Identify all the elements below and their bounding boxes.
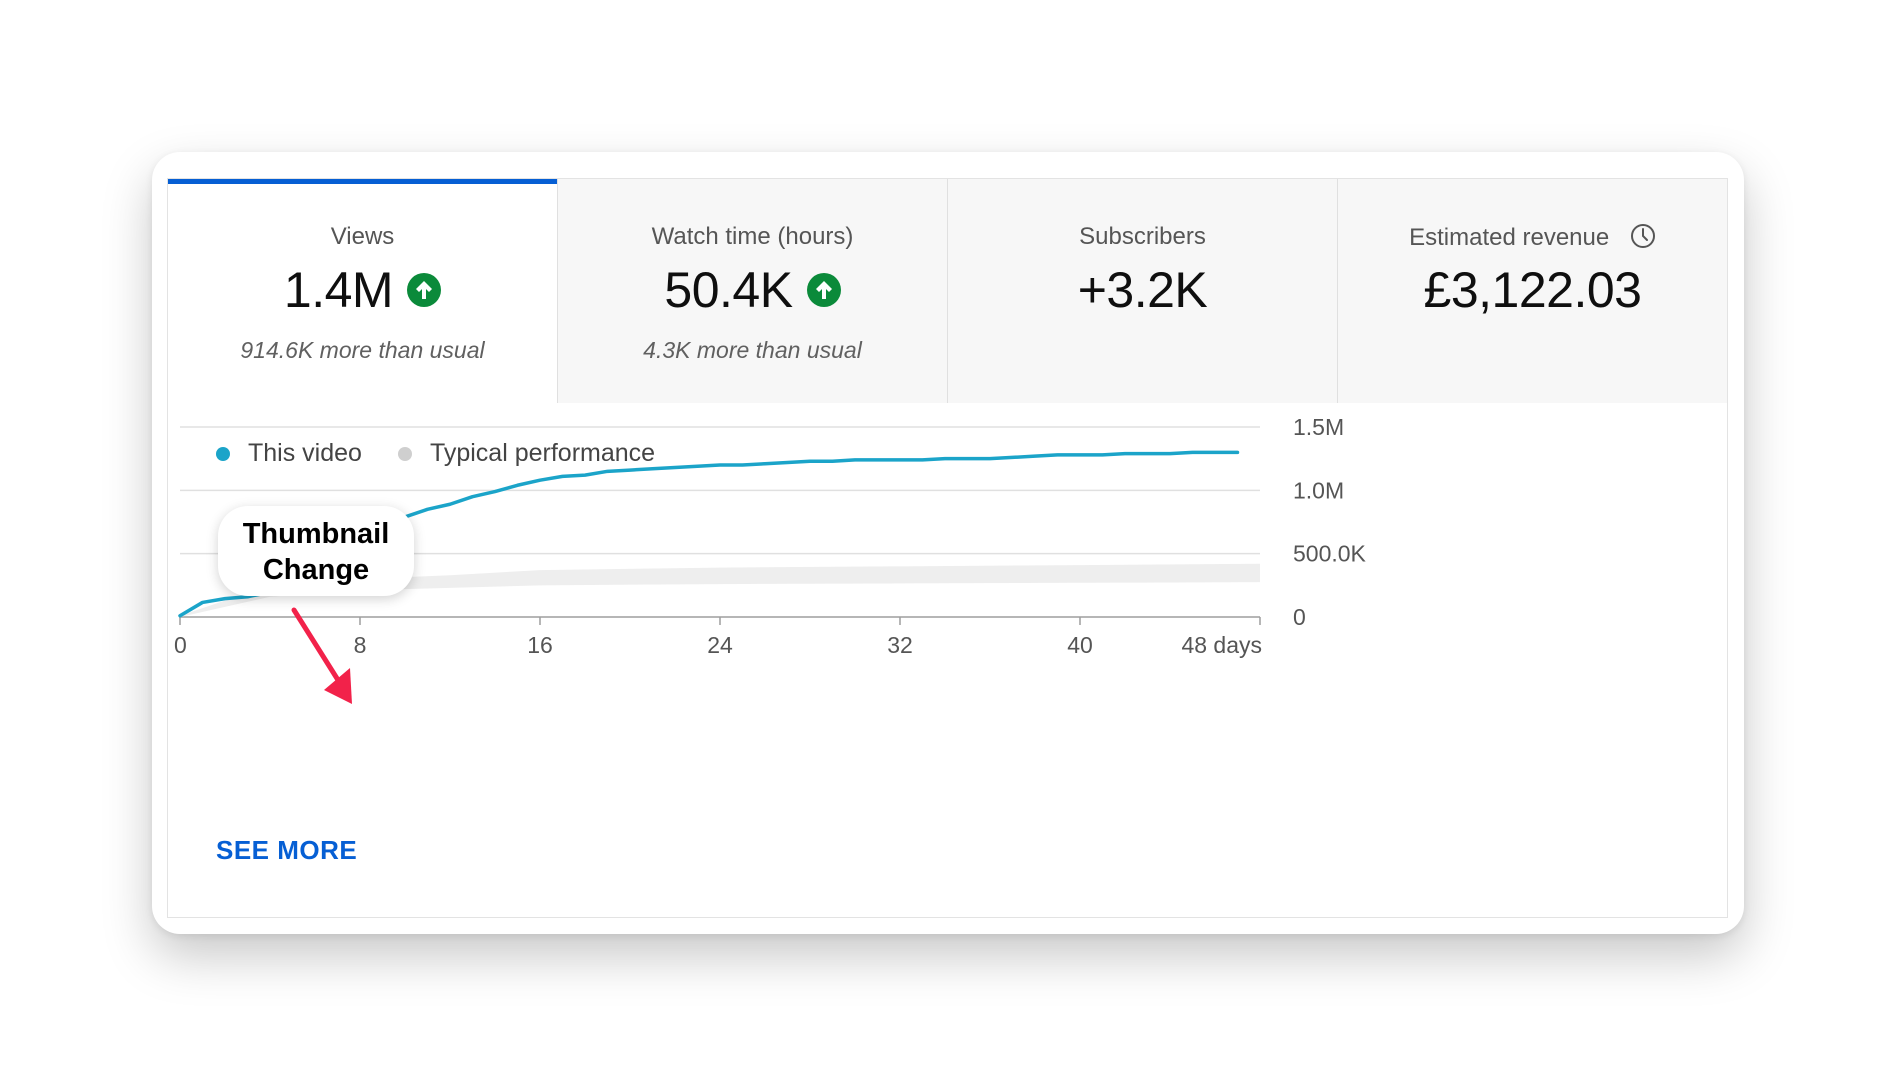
tab-watch-time-label: Watch time (hours) xyxy=(651,223,854,250)
tab-views-sub: 914.6K more than usual xyxy=(240,337,485,363)
tab-watch-time[interactable]: Watch time (hours) 50.4K 4.3K more than … xyxy=(557,179,947,403)
tab-revenue-label-row: Estimated revenue xyxy=(1338,223,1727,252)
x-tick-label: 48 days xyxy=(1181,632,1262,658)
callout-line2: Change xyxy=(262,554,370,586)
legend-label-this-video: This video xyxy=(248,439,362,467)
x-tick-label: 40 xyxy=(1067,632,1093,658)
clock-icon[interactable] xyxy=(1630,223,1656,249)
legend-label-typical: Typical performance xyxy=(429,439,656,467)
x-tick-label: 16 xyxy=(527,632,553,658)
tab-views-label: Views xyxy=(330,223,395,250)
x-tick-label: 8 xyxy=(354,632,367,658)
callout-line1: Thumbnail xyxy=(242,518,390,550)
legend-dot-this-video xyxy=(216,446,230,461)
views-chart: 1.5M 1.0M 500.0K 0 0 8 16 24 32 40 48 days xyxy=(174,414,1367,658)
tab-views[interactable]: Views 1.4M 914.6K more than usual xyxy=(168,179,557,403)
tab-subscribers-value: +3.2K xyxy=(1077,262,1208,318)
tab-views-value-row: 1.4M xyxy=(168,261,557,319)
chart-legend: This video Typical performance xyxy=(216,439,691,468)
tab-revenue-label: Estimated revenue xyxy=(1409,224,1610,251)
trend-up-icon xyxy=(407,273,442,307)
tab-subscribers-label: Subscribers xyxy=(1079,223,1206,250)
trend-up-icon xyxy=(806,273,841,307)
y-tick-label: 1.0M xyxy=(1293,477,1344,503)
metric-tabs: Views 1.4M 914.6K more than usual Watch … xyxy=(168,179,1727,403)
x-tick-label: 32 xyxy=(887,632,913,658)
tab-subscribers[interactable]: Subscribers +3.2K xyxy=(947,179,1337,403)
tab-views-value: 1.4M xyxy=(283,262,394,318)
legend-item-this-video: This video xyxy=(216,439,362,468)
see-more-link[interactable]: SEE MORE xyxy=(216,835,358,865)
legend-dot-typical xyxy=(397,446,412,461)
y-tick-label: 0 xyxy=(1293,604,1306,630)
tab-estimated-revenue[interactable]: Estimated revenue £3,122.03 xyxy=(1337,179,1727,403)
typical-performance-band xyxy=(180,563,1260,617)
tab-watch-time-sub: 4.3K more than usual xyxy=(643,337,862,363)
x-tick-label: 24 xyxy=(707,632,733,658)
legend-item-typical: Typical performance xyxy=(397,439,656,468)
tab-revenue-value-row: £3,122.03 xyxy=(1338,261,1727,319)
y-tick-label: 1.5M xyxy=(1293,414,1344,440)
tab-watch-time-value-row: 50.4K xyxy=(558,261,947,319)
x-tick-label: 0 xyxy=(174,632,187,658)
tab-watch-time-value: 50.4K xyxy=(664,262,793,318)
tab-revenue-value: £3,122.03 xyxy=(1423,262,1642,318)
analytics-panel: Views 1.4M 914.6K more than usual Watch … xyxy=(167,178,1728,918)
tab-subscribers-value-row: +3.2K xyxy=(948,261,1337,319)
y-tick-label: 500.0K xyxy=(1293,541,1367,567)
thumbnail-change-callout: Thumbnail Change xyxy=(218,506,414,596)
